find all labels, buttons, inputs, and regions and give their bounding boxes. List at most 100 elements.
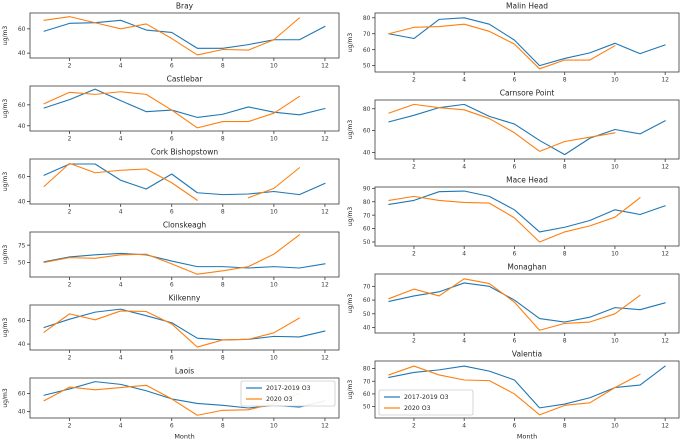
y-tick-label: 60 <box>18 102 26 109</box>
y-tick-label: 80 <box>363 366 371 373</box>
chart-title: Clonskeagh <box>163 221 207 230</box>
y-tick-label: 80 <box>363 106 371 113</box>
x-tick-label: 4 <box>119 423 123 430</box>
x-tick-label: 2 <box>412 423 416 430</box>
series-line-2017-2019-o3 <box>43 308 326 341</box>
y-tick-label: 70 <box>363 283 371 290</box>
x-tick-label: 10 <box>611 164 619 171</box>
x-tick-label: 12 <box>321 423 329 430</box>
x-tick-label: 12 <box>321 282 329 289</box>
plot-frame <box>29 231 340 278</box>
series-line-2017-2019-o3 <box>388 190 666 233</box>
x-tick-label: 10 <box>611 423 619 430</box>
legend-label: 2017-2019 O3 <box>404 394 449 401</box>
y-tick-label: 80 <box>363 199 371 206</box>
x-tick-label: 2 <box>68 423 72 430</box>
x-tick-label: 4 <box>119 63 123 70</box>
y-tick-label: 70 <box>363 212 371 219</box>
x-tick-label: 4 <box>119 136 123 143</box>
y-axis-label: ug/m3 <box>2 26 9 45</box>
line-chart-svg: Monaghan ug/m3 40 50 60 70 2 4 6 8 10 12 <box>347 263 680 345</box>
axes: 40 60 80 2 4 6 8 10 12 <box>363 99 680 171</box>
y-tick-label: 80 <box>363 15 371 22</box>
x-tick-label: 6 <box>170 355 174 362</box>
x-tick-label: 2 <box>68 209 72 216</box>
y-axis-label: ug/m3 <box>2 245 9 264</box>
y-axis-label: ug/m3 <box>347 380 354 399</box>
plot-frame <box>29 85 340 132</box>
series-line-2020-o3 <box>388 23 616 70</box>
y-tick-label: 70 <box>363 378 371 385</box>
legend: 2017-2019 O3 2020 O3 <box>378 389 474 416</box>
series-line-2020-o3 <box>43 16 300 56</box>
x-tick-label: 12 <box>321 355 329 362</box>
line-chart-svg: Carnsore Point ug/m3 40 60 80 2 4 6 8 10 12 <box>347 89 680 171</box>
line-chart-svg: Valentia ug/m3 50 60 70 80 2 4 6 8 10 12 Month 2017-2… <box>347 350 680 441</box>
y-axis-label: ug/m3 <box>2 388 9 407</box>
x-tick-label: 2 <box>68 136 72 143</box>
x-tick-label: 6 <box>513 423 517 430</box>
subplot-malin-head: Malin Head ug/m3 50 60 70 80 2 4 6 8 10 12 <box>345 0 685 87</box>
left-column: Bray ug/m3 40 60 2 4 6 8 10 12 Castlebar ug/m3 40 60 2… <box>0 2 345 445</box>
y-tick-label: 50 <box>363 239 371 246</box>
axes: 40 60 2 4 6 8 10 12 <box>18 304 340 362</box>
legend-label: 2020 O3 <box>404 405 431 412</box>
series-line-2020-o3 <box>388 195 641 243</box>
line-chart-svg: Cork Bishopstown ug/m3 40 60 2 4 6 8 10 12 <box>2 148 340 216</box>
x-tick-label: 10 <box>270 136 278 143</box>
axes: 40 60 2 4 6 8 10 12 <box>18 85 340 143</box>
x-tick-label: 6 <box>513 164 517 171</box>
y-tick-label: 40 <box>363 325 371 332</box>
chart-title: Monaghan <box>507 263 547 272</box>
series-line-2017-2019-o3 <box>43 88 326 118</box>
series-line-2020-o3 <box>388 103 616 152</box>
y-tick-label: 50 <box>18 260 26 267</box>
y-tick-label: 60 <box>363 297 371 304</box>
axes: 40 60 2 4 6 8 10 12 <box>18 158 340 216</box>
series-line-2020-o3 <box>43 162 300 201</box>
y-tick-label: 50 <box>363 63 371 70</box>
y-axis-label: ug/m3 <box>2 99 9 118</box>
x-tick-label: 6 <box>170 282 174 289</box>
line-chart-svg: Malin Head ug/m3 50 60 70 80 2 4 6 8 10 12 <box>347 2 680 84</box>
x-tick-label: 6 <box>513 338 517 345</box>
x-tick-label: 12 <box>321 136 329 143</box>
y-tick-label: 60 <box>363 391 371 398</box>
y-tick-label: 60 <box>18 317 26 324</box>
x-tick-label: 10 <box>270 63 278 70</box>
plot-frame <box>374 99 680 160</box>
x-tick-label: 6 <box>170 136 174 143</box>
plot-frame <box>374 12 680 73</box>
x-tick-label: 12 <box>661 423 669 430</box>
x-tick-label: 8 <box>221 355 225 362</box>
axes: 40 60 2 4 6 8 10 12 <box>18 377 340 430</box>
x-tick-label: 8 <box>221 136 225 143</box>
legend-label: 2017-2019 O3 <box>266 385 311 392</box>
x-tick-label: 4 <box>462 77 466 84</box>
axes: 50 60 70 80 90 2 4 6 8 10 12 <box>363 185 680 258</box>
y-tick-label: 90 <box>363 185 371 192</box>
y-tick-label: 40 <box>18 199 26 206</box>
series-line-2020-o3 <box>388 278 641 331</box>
y-tick-label: 50 <box>363 404 371 411</box>
x-tick-label: 4 <box>119 282 123 289</box>
axes: 40 60 2 4 6 8 10 12 <box>18 12 340 70</box>
series-line-2017-2019-o3 <box>43 19 326 49</box>
x-tick-label: 6 <box>513 251 517 258</box>
subplot-monaghan: Monaghan ug/m3 40 50 60 70 2 4 6 8 10 12 <box>345 261 685 348</box>
chart-title: Laois <box>175 367 194 376</box>
x-tick-label: 12 <box>321 209 329 216</box>
subplot-carnsore-point: Carnsore Point ug/m3 40 60 80 2 4 6 8 10 12 <box>345 87 685 174</box>
x-tick-label: 6 <box>170 423 174 430</box>
legend: 2017-2019 O3 2020 O3 <box>240 380 336 407</box>
series-line-2017-2019-o3 <box>43 163 326 196</box>
plot-frame <box>29 377 340 419</box>
y-tick-label: 40 <box>18 50 26 57</box>
plot-frame <box>374 186 680 247</box>
x-tick-label: 10 <box>270 355 278 362</box>
x-axis-label: Month <box>174 433 194 441</box>
subplot-laois: Laois ug/m3 40 60 2 4 6 8 10 12 Month 2017-2019 O3 2… <box>0 365 345 445</box>
x-tick-label: 12 <box>661 77 669 84</box>
right-column: Malin Head ug/m3 50 60 70 80 2 4 6 8 10 12 Carnsore … <box>345 0 685 445</box>
